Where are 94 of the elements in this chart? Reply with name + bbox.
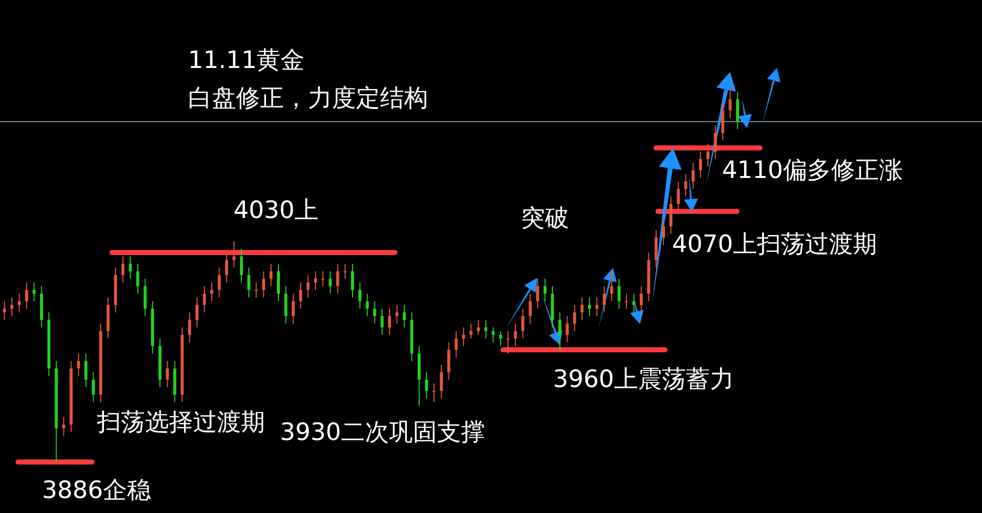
- candlestick: [2, 300, 6, 320]
- candlestick: [721, 102, 724, 141]
- candlestick: [736, 91, 740, 130]
- candlestick: [166, 360, 169, 388]
- candlestick: [136, 263, 140, 294]
- candlestick: [25, 282, 28, 310]
- candlestick: [624, 293, 628, 310]
- candlestick: [573, 304, 576, 332]
- candlestick: [380, 308, 384, 336]
- candlestick: [706, 144, 710, 168]
- candlestick: [366, 293, 369, 317]
- candlestick: [225, 252, 228, 283]
- candlestick: [202, 286, 206, 313]
- annotation: 突破: [521, 204, 569, 232]
- candlestick: [669, 196, 672, 234]
- candlestick: [432, 382, 436, 403]
- candlestick: [314, 270, 317, 290]
- candlestick: [484, 319, 488, 340]
- candlestick: [654, 230, 658, 268]
- candlestick: [144, 278, 147, 317]
- candlestick: [454, 330, 458, 358]
- candlestick: [684, 174, 688, 197]
- candlestick: [195, 296, 198, 328]
- candlestick: [536, 278, 540, 310]
- candlestick: [469, 323, 472, 340]
- candlestick: [188, 312, 192, 343]
- chart-subtitle: 白盘修正，力度定结构: [188, 84, 428, 112]
- candlestick: [18, 293, 21, 313]
- candlestick: [344, 263, 347, 280]
- candlestick: [350, 263, 354, 298]
- candlestick: [692, 162, 695, 190]
- candlestick: [232, 240, 236, 268]
- candlestick: [76, 353, 80, 376]
- candlestick: [447, 342, 450, 380]
- ref-line-label: 4070上扫荡过渡期: [672, 230, 878, 258]
- candlestick: [321, 270, 324, 287]
- candlestick: [210, 282, 214, 302]
- candlestick: [218, 267, 221, 298]
- candlestick: [521, 308, 524, 340]
- candlestick: [514, 323, 517, 347]
- candlestick: [402, 304, 406, 328]
- candlestick: [528, 293, 532, 324]
- candlestick: [566, 316, 569, 343]
- annotation: 扫荡选择过渡期: [96, 408, 265, 436]
- candlestick: [580, 296, 584, 320]
- candlestick: [336, 263, 340, 294]
- candlestick: [640, 286, 643, 313]
- candlestick: [254, 282, 258, 298]
- candlestick: [32, 282, 36, 302]
- candlestick: [662, 218, 666, 246]
- candlestick: [618, 278, 621, 310]
- candlestick: [240, 248, 243, 283]
- candlestick: [462, 326, 466, 347]
- ref-line-label: 4110偏多修正涨: [722, 156, 904, 184]
- candlestick: [128, 256, 132, 280]
- annotation: 3930二次巩固支撑: [280, 418, 486, 446]
- candlestick: [610, 270, 614, 302]
- candlestick: [499, 330, 502, 347]
- candlestick: [492, 326, 495, 343]
- candlestick: [262, 270, 266, 298]
- candlestick: [395, 304, 398, 324]
- candlestick: [558, 312, 562, 350]
- candlestick: [373, 300, 376, 324]
- candlestick: [728, 88, 732, 118]
- candlestick: [588, 296, 591, 317]
- candlestick: [425, 372, 428, 399]
- candlestick: [121, 256, 124, 283]
- ref-line-label: 3960上震荡蓄力: [553, 365, 734, 393]
- candlestick: [506, 330, 510, 354]
- candlestick: [440, 364, 443, 399]
- candlestick: [270, 263, 273, 287]
- candlestick: [10, 296, 14, 317]
- candlestick: [676, 181, 680, 212]
- candlestick: [62, 416, 66, 436]
- candlestick: [299, 282, 302, 310]
- ref-line-label: 4030上: [233, 196, 319, 224]
- candlestick: [328, 270, 332, 294]
- candlestick: [544, 278, 547, 302]
- candlestick: [306, 274, 310, 298]
- candlestick: [595, 296, 598, 317]
- candlestick: [284, 286, 288, 324]
- candlestick: [292, 293, 295, 324]
- candlestick: [714, 124, 717, 160]
- candlestick: [84, 353, 88, 388]
- candlestick: [602, 286, 606, 313]
- candlestick: [247, 267, 250, 298]
- chart-title: 11.11黄金: [188, 46, 305, 74]
- ref-line-label: 3886企稳: [42, 476, 152, 504]
- candlestick: [358, 282, 362, 310]
- candlestick: [699, 151, 702, 178]
- candlestick: [92, 372, 95, 403]
- candlestick: [388, 308, 392, 336]
- candlestick: [476, 319, 480, 336]
- candlestick: [276, 263, 280, 302]
